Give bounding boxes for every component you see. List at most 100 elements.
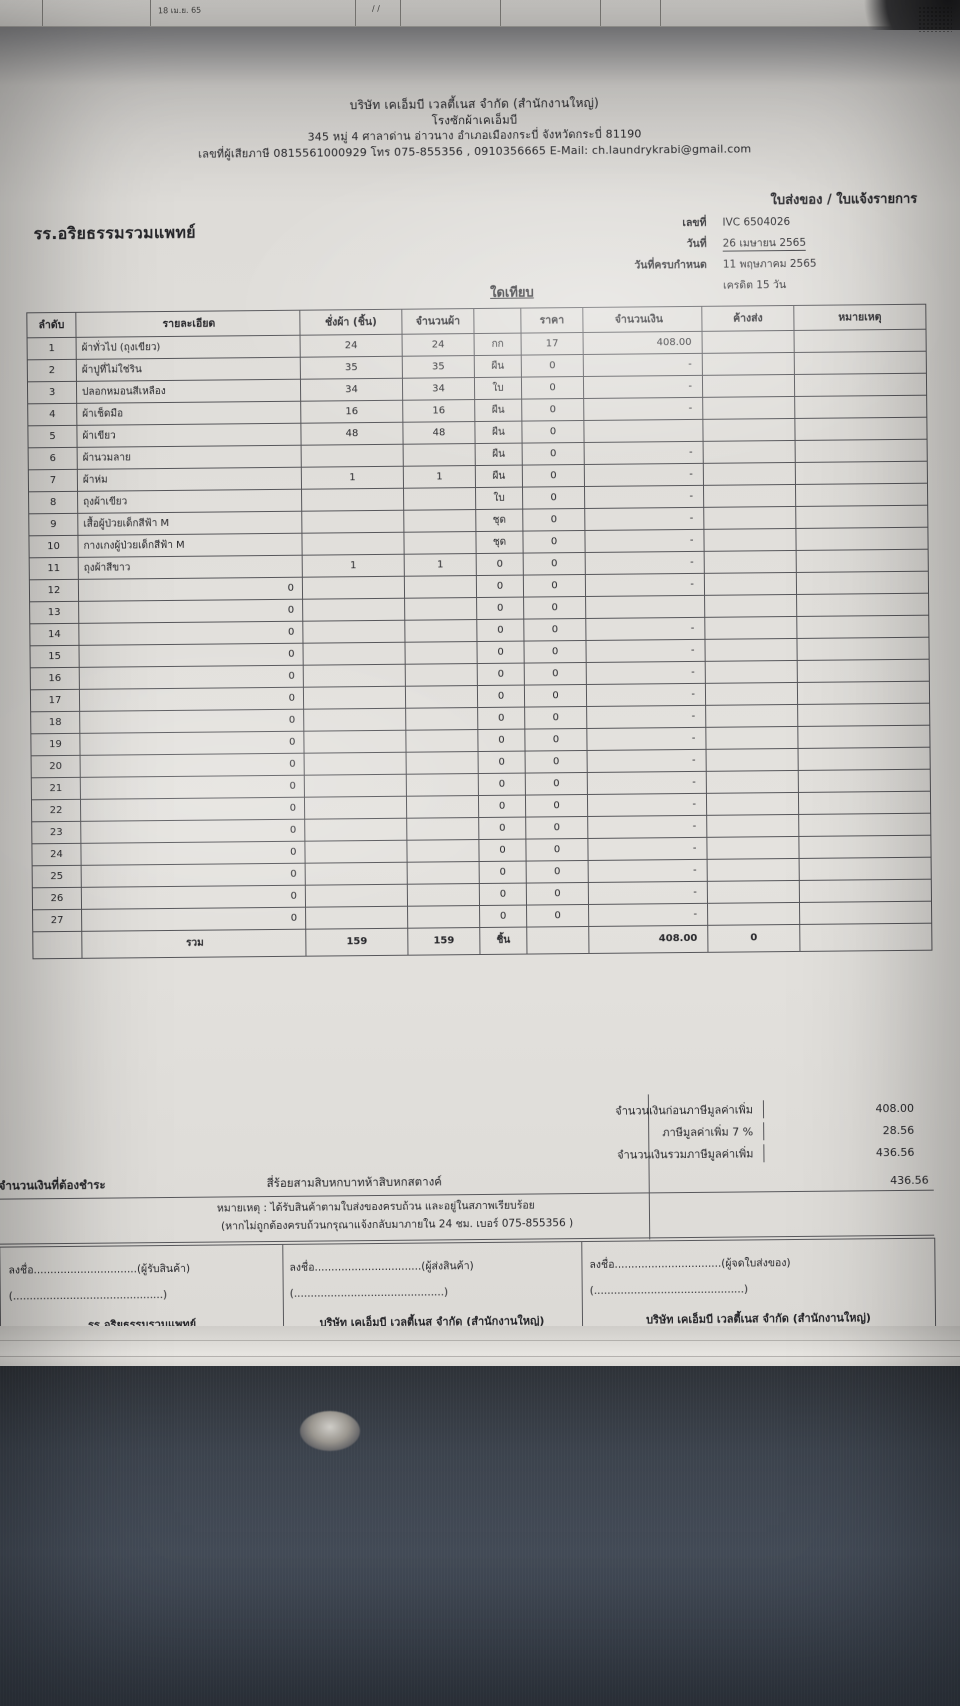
cell-amount [585, 595, 705, 619]
cell-pending [702, 396, 795, 420]
cell-pending [705, 704, 798, 728]
cell-qty: 48 [402, 421, 476, 445]
col-header-qty: จำนวนผ้า [401, 308, 475, 335]
credit-terms-value: เครดิต 15 วัน [723, 279, 787, 292]
cell-desc: 0 [81, 885, 306, 910]
cell-weigh: 1 [302, 554, 405, 578]
cell-unit: 0 [478, 773, 526, 796]
cell-unit: 0 [478, 817, 526, 840]
cell-price: 0 [522, 442, 585, 466]
cell-desc: ผ้าปูที่ไม่ใช่ริน [76, 357, 301, 382]
cell-note [798, 813, 931, 837]
cell-note [798, 769, 931, 793]
cell-qty [407, 861, 480, 885]
cell-weigh: 16 [300, 400, 403, 424]
cell-no: 24 [31, 843, 82, 866]
cell-no: 1 [27, 337, 77, 360]
cell-weigh [304, 818, 407, 842]
cell-desc: ผ้าเช็ดมือ [76, 401, 301, 426]
cell-no: 20 [31, 755, 81, 778]
cell-amount: - [587, 749, 707, 773]
document-type-title: ใบส่งของ / ใบแจ้งรายการ [770, 191, 918, 209]
cell-note [797, 681, 930, 705]
cell-price: 0 [524, 684, 587, 708]
cell-no: 7 [28, 469, 78, 492]
cell-desc: 0 [80, 753, 305, 778]
cell-note [795, 439, 928, 463]
cell-qty: 16 [402, 399, 475, 423]
cell-weigh: 24 [300, 334, 403, 358]
cell-price: 0 [521, 376, 584, 400]
invoice-sheet: บริษัท เคเอ็มบี เวลตี้เนส จำกัด (สำนักงา… [0, 91, 960, 1354]
cell-desc: ปลอกหมอนสีเหลือง [76, 379, 301, 404]
cell-note [794, 373, 927, 397]
cell-no: 26 [32, 887, 82, 910]
cell-price: 0 [521, 354, 584, 378]
cell-qty: 24 [402, 333, 475, 357]
cell-no: 21 [31, 777, 81, 800]
cell-note [796, 637, 930, 661]
cell-weigh [304, 796, 407, 820]
cell-qty [407, 905, 480, 929]
col-header-pending: ค้างส่ง [701, 305, 795, 332]
cell-price: 0 [523, 618, 586, 642]
cell-pending [703, 440, 796, 464]
cell-weigh [302, 598, 405, 622]
cell-weigh [304, 840, 408, 864]
cell-pending [706, 814, 799, 838]
cell-desc: 0 [78, 643, 304, 668]
cell-pending [704, 594, 797, 618]
cell-pending [704, 550, 797, 574]
cell-note [796, 593, 929, 617]
cell-unit: ผืน [475, 465, 523, 488]
top-paper-strip: 18 เม.ย. 65 / / [0, 0, 960, 27]
cell-amount: - [587, 771, 707, 795]
cell-weigh [303, 708, 406, 732]
cell-pending [707, 858, 800, 882]
cell-unit: 0 [479, 883, 527, 906]
delivery-note-line-2: (หากไม่ถูกต้องครบถ้วนกรุณาแจ้งกลับมาภายใ… [221, 1217, 574, 1233]
cell-pending [702, 330, 795, 354]
cell-qty [405, 685, 478, 709]
total-price [526, 926, 589, 955]
cell-qty [405, 663, 478, 687]
cell-note [794, 395, 927, 419]
cell-no: 8 [28, 491, 78, 514]
cell-note [797, 703, 930, 727]
cell-pending [706, 748, 799, 772]
cell-qty [403, 509, 476, 533]
cell-weigh [301, 532, 405, 556]
cell-no: 11 [29, 557, 79, 580]
signature-line-receiver: ลงชื่อ...............................(ผู… [8, 1262, 191, 1277]
cell-weigh [302, 642, 406, 666]
cell-price: 0 [522, 486, 585, 510]
cell-qty [403, 487, 476, 511]
cell-price: 0 [526, 860, 589, 884]
cell-unit: ผืน [474, 399, 522, 422]
cell-pending [704, 616, 797, 640]
meta-label-number: เลขที่ [682, 216, 707, 230]
signature-paren-issuer: (.......................................… [589, 1283, 749, 1297]
cell-unit: ผืน [474, 421, 523, 444]
total-weigh: 159 [305, 928, 408, 957]
total-note [799, 923, 932, 952]
cell-price: 0 [525, 794, 588, 818]
cell-no: 23 [31, 821, 81, 844]
cell-desc: กางเกงผู้ป่วยเด็กสีฟ้า M [77, 533, 303, 558]
cell-weigh [304, 774, 407, 798]
cell-amount: - [584, 485, 704, 509]
cell-note [794, 329, 927, 353]
cell-amount: - [588, 903, 708, 927]
cell-unit: ใบ [475, 487, 523, 510]
cell-amount: - [585, 617, 705, 641]
cell-unit: 0 [478, 839, 527, 862]
cell-pending [706, 836, 800, 860]
total-unit: ชิ้น [479, 927, 527, 955]
cell-unit: ชุด [475, 531, 524, 554]
total-amount: 408.00 [588, 925, 708, 954]
cell-amount: - [584, 463, 704, 487]
invoice-meta-block: เลขที่ IVC 6504026 วันที่ 26 เมษายน 2565… [471, 211, 952, 300]
cell-pending [702, 418, 796, 442]
cell-pending [705, 682, 798, 706]
